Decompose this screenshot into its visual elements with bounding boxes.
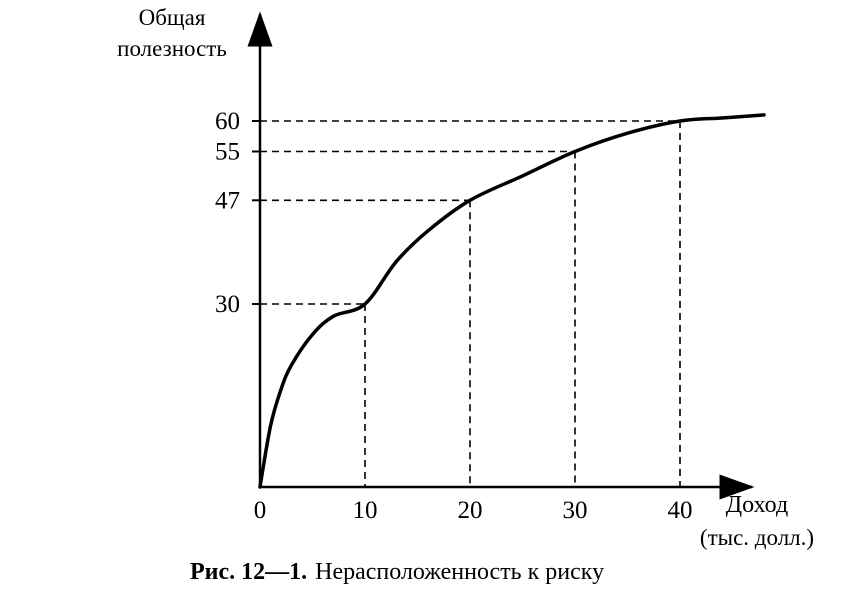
y-tick-label: 55 <box>215 139 240 166</box>
x-tick-label: 30 <box>563 497 588 524</box>
x-tick-label: 0 <box>254 497 267 524</box>
y-tick-label: 47 <box>215 187 240 214</box>
x-axis-label-line2: (тыс. долл.) <box>700 525 814 550</box>
utility-curve <box>258 113 766 489</box>
y-axis-label-line1: Общая <box>139 5 206 30</box>
x-tick-label: 40 <box>668 497 693 524</box>
y-axis-label-line2: полезность <box>117 36 227 61</box>
figure-caption-text: Нерасположенность к риску <box>315 559 604 585</box>
y-tick-label: 30 <box>215 291 240 318</box>
x-tick-label: 20 <box>458 497 483 524</box>
x-tick-label: 10 <box>353 497 378 524</box>
figure-caption: Рис. 12—1. Нерасположенность к риску <box>190 559 604 585</box>
figure-caption-number: Рис. 12—1. <box>190 559 307 585</box>
x-axis-label-line1: Доход <box>726 492 788 518</box>
y-tick-label: 60 <box>215 108 240 135</box>
chart-marks: 0 10 20 30 40 30 47 55 60 <box>215 108 766 524</box>
